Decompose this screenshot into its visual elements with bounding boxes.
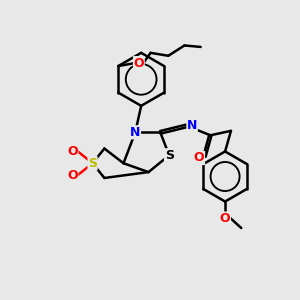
Text: N: N bbox=[130, 126, 140, 139]
Text: N: N bbox=[187, 119, 197, 132]
Text: O: O bbox=[67, 169, 78, 182]
Text: O: O bbox=[134, 57, 144, 70]
Text: O: O bbox=[194, 152, 205, 164]
Text: S: S bbox=[88, 157, 97, 170]
Text: S: S bbox=[165, 149, 174, 162]
Text: O: O bbox=[67, 145, 78, 158]
Text: O: O bbox=[220, 212, 230, 225]
